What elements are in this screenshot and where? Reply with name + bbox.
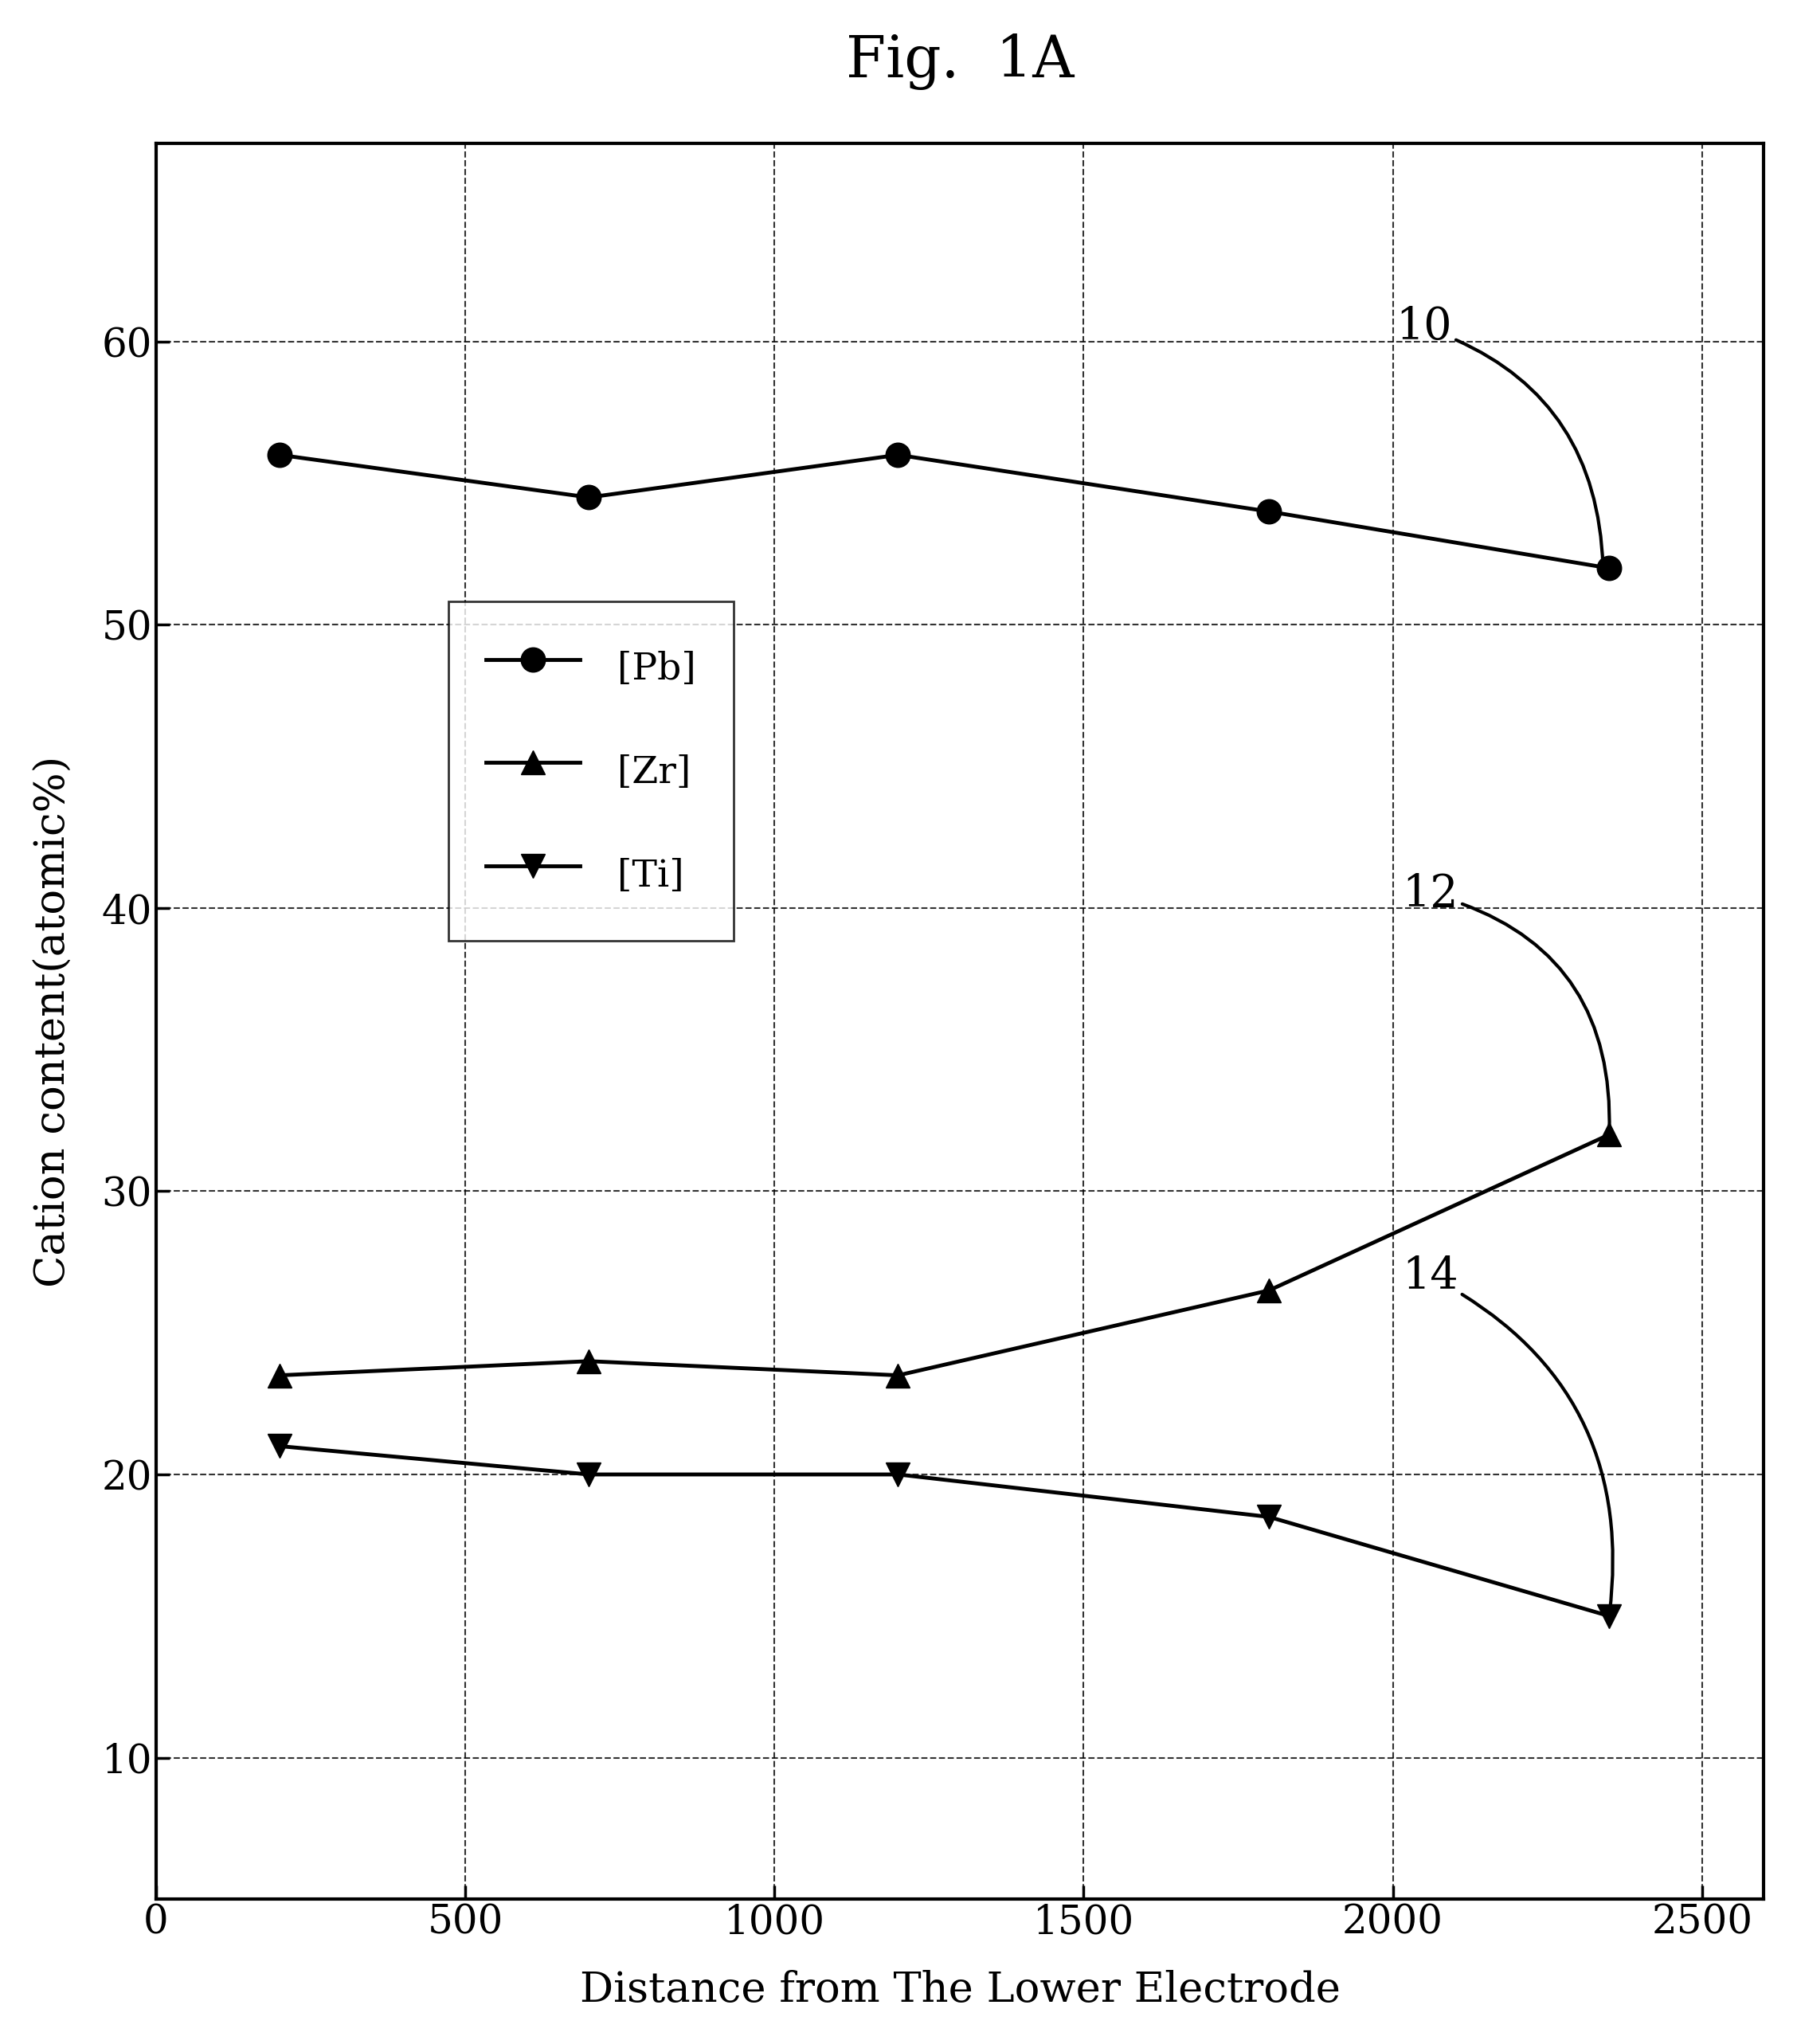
[Pb] (888, 444, 909, 468)
Y-axis label: Cation content(atomic%): Cation content(atomic%) (32, 756, 74, 1288)
[Zr] (1599, 1122, 1621, 1147)
[Zr] (579, 1349, 600, 1374)
Title: Fig.  1A: Fig. 1A (846, 33, 1075, 90)
Line: [Zr]: [Zr] (268, 1122, 1621, 1388)
Line: [Ti]: [Ti] (268, 1435, 1621, 1629)
Text: 14: 14 (1402, 1255, 1614, 1615)
[Zr] (888, 1363, 909, 1388)
Text: 12: 12 (1402, 873, 1610, 1132)
X-axis label: Distance from The Lower Electrode: Distance from The Lower Electrode (580, 1970, 1341, 2011)
Text: 10: 10 (1396, 307, 1603, 566)
[Ti] (1599, 1605, 1621, 1629)
[Zr] (270, 1363, 291, 1388)
[Pb] (1599, 556, 1621, 580)
[Ti] (579, 1461, 600, 1486)
[Zr] (1258, 1278, 1279, 1302)
[Ti] (270, 1435, 291, 1459)
[Ti] (1258, 1504, 1279, 1529)
Line: [Pb]: [Pb] (268, 444, 1621, 580)
[Ti] (888, 1461, 909, 1486)
[Pb] (270, 444, 291, 468)
[Pb] (1258, 499, 1279, 523)
[Pb] (579, 484, 600, 509)
Legend: [Pb], [Zr], [Ti]: [Pb], [Zr], [Ti] (447, 601, 733, 940)
